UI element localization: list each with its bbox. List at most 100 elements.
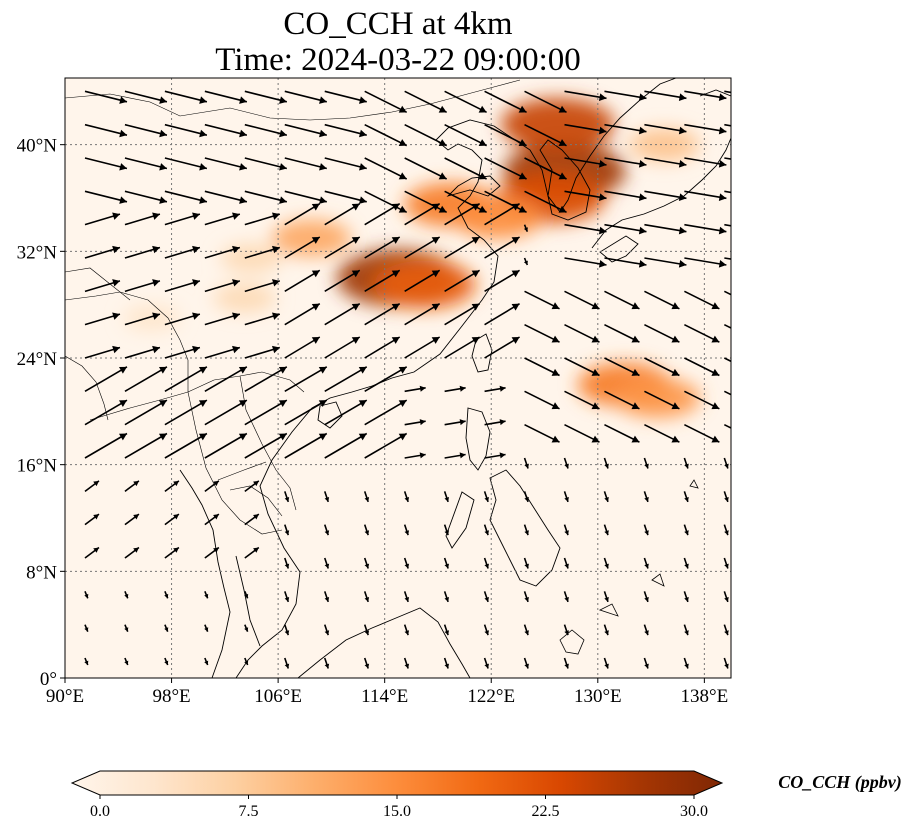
wind-arrow <box>443 557 450 569</box>
wind-arrow <box>284 624 290 636</box>
wind-arrow <box>84 657 89 666</box>
map-frame <box>64 77 732 679</box>
wind-arrow <box>564 290 600 310</box>
wind-arrow <box>164 546 180 559</box>
wind-arrow <box>524 423 560 443</box>
wind-arrow <box>84 432 128 459</box>
wind-arrow <box>603 624 609 636</box>
wind-arrow <box>684 357 720 377</box>
wind-arrow <box>604 190 647 201</box>
colorbar-ticks: 0.0 7.5 15.0 22.5 30.0 <box>90 795 708 820</box>
lat-tick-label: 32°N <box>17 242 58 263</box>
wind-arrow <box>643 591 649 603</box>
wind-arrow <box>603 657 609 669</box>
lon-tick-label: 122°E <box>467 686 515 707</box>
wind-arrow <box>603 491 609 503</box>
wind-arrow <box>404 157 448 180</box>
colorbar-tick-label: 0.0 <box>90 803 110 820</box>
wind-arrow <box>484 123 527 147</box>
wind-arrow <box>284 591 290 603</box>
wind-arrow <box>124 657 129 666</box>
wind-arrow <box>444 236 481 259</box>
wind-arrow <box>403 557 410 569</box>
wind-arrow <box>204 366 248 393</box>
wind-arrow <box>363 624 370 636</box>
wind-arrow <box>523 524 529 536</box>
wind-arrow <box>324 202 361 226</box>
wind-arrow <box>564 390 600 410</box>
wind-arrow <box>244 123 288 138</box>
wind-arrow <box>84 399 128 426</box>
wind-arrow <box>364 236 401 259</box>
colorbar-tick-label: 30.0 <box>680 803 708 820</box>
lat-tick-label: 8°N <box>26 562 57 583</box>
wind-arrow <box>284 269 321 293</box>
wind-arrow <box>164 480 180 492</box>
concentration-plume <box>453 197 542 239</box>
wind-arrow <box>683 624 689 636</box>
concentration-plume <box>629 128 700 162</box>
wind-arrow <box>523 657 529 669</box>
wind-arrow <box>164 624 169 632</box>
wind-arrow <box>164 432 208 459</box>
wind-arrow <box>564 423 600 443</box>
wind-arrow <box>204 399 248 426</box>
wind-arrow <box>604 90 647 101</box>
wind-arrow <box>644 223 687 235</box>
wind-arrow <box>723 323 731 329</box>
wind-arrow <box>444 90 487 114</box>
wind-arrow <box>284 190 327 204</box>
northern-borders <box>65 79 521 301</box>
wind-arrow <box>324 336 361 359</box>
wind-arrow <box>124 624 129 632</box>
wind-arrow <box>284 202 321 226</box>
wind-arrow <box>524 190 567 214</box>
colorbar: 0.0 7.5 15.0 22.5 30.0 CO_CCH (ppbv) <box>70 770 902 820</box>
wind-arrow <box>444 385 466 393</box>
wind-arrow <box>324 190 367 204</box>
wind-arrow <box>124 212 161 226</box>
wind-arrow <box>324 302 361 326</box>
wind-arrow <box>643 557 649 569</box>
wind-arrow <box>683 557 689 569</box>
wind-arrow <box>164 90 208 104</box>
wind-arrow <box>323 624 330 636</box>
colorbar-tick-label: 22.5 <box>532 803 560 820</box>
wind-arrow <box>403 624 410 636</box>
wind-arrow <box>443 591 450 603</box>
wind-arrow <box>723 390 731 396</box>
wind-arrow <box>524 123 567 147</box>
wind-arrow <box>484 385 506 393</box>
wind-arrow <box>404 336 441 359</box>
wind-arrow <box>324 157 367 171</box>
wind-arrow <box>684 290 720 310</box>
wind-arrow <box>323 657 330 669</box>
wind-arrow <box>204 546 220 559</box>
wind-arrow <box>244 432 288 459</box>
borneo-coastline <box>297 607 471 678</box>
wind-arrow <box>284 491 290 503</box>
wind-arrow <box>84 90 128 104</box>
wind-arrow <box>404 236 441 259</box>
wind-arrow <box>124 345 161 359</box>
wind-arrow <box>284 236 321 259</box>
wind-arrow <box>284 336 321 359</box>
wind-arrow <box>523 224 529 232</box>
wind-arrow <box>604 423 640 443</box>
wind-arrow <box>204 245 241 259</box>
wind-arrow <box>323 491 330 503</box>
wind-arrow <box>644 323 680 343</box>
wind-arrow <box>644 157 687 168</box>
malay-coastline <box>235 555 261 647</box>
wind-arrow <box>204 345 241 359</box>
wind-arrow <box>483 524 489 536</box>
wind-arrow <box>564 190 607 201</box>
wind-arrow <box>84 123 128 138</box>
wind-arrow <box>564 357 600 377</box>
wind-arrow <box>124 90 168 104</box>
wind-arrow <box>124 157 168 171</box>
wind-arrow <box>604 390 640 410</box>
wind-arrow <box>444 269 481 293</box>
wind-arrow <box>284 90 327 104</box>
wind-arrow <box>324 90 367 104</box>
